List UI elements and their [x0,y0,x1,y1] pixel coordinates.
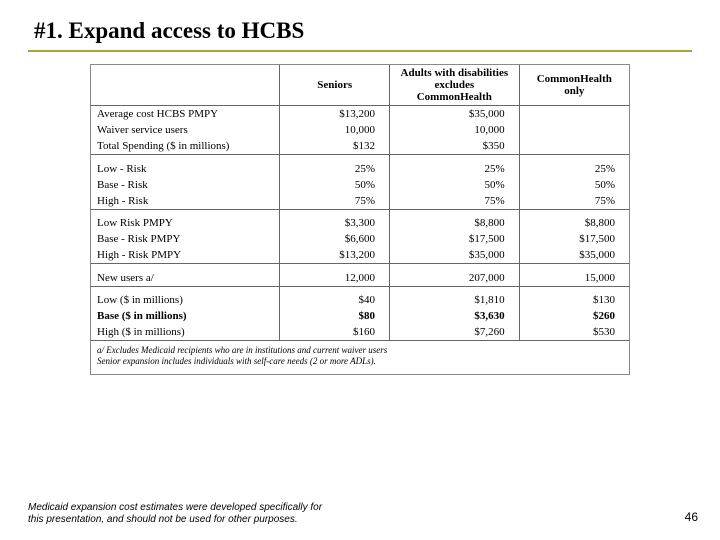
cell: $13,200 [280,106,390,123]
row-label: Total Spending ($ in millions) [91,138,280,155]
row-label: High ($ in millions) [91,324,280,341]
cell: $17,500 [519,231,629,247]
cell: 25% [519,161,629,177]
cell: 75% [519,193,629,210]
table-row: Base - Risk50%50%50% [91,177,629,193]
row-label: Waiver service users [91,122,280,138]
table-row: High ($ in millions)$160$7,260$530 [91,324,629,341]
cell: 50% [519,177,629,193]
row-label: Low ($ in millions) [91,292,280,308]
row-label: High - Risk [91,193,280,210]
cell: $130 [519,292,629,308]
data-table-container: Seniors Adults with disabilities exclude… [90,64,630,375]
row-label: Base ($ in millions) [91,308,280,324]
table-row: High - Risk75%75%75% [91,193,629,210]
cell: $8,800 [390,215,520,231]
table-row: Base - Risk PMPY$6,600$17,500$17,500 [91,231,629,247]
header-row: Seniors Adults with disabilities exclude… [91,65,629,106]
footnote-text: a/ Excludes Medicaid recipients who are … [91,341,629,374]
row-label: High - Risk PMPY [91,247,280,264]
table-row: Low - Risk25%25%25% [91,161,629,177]
row-label: Base - Risk PMPY [91,231,280,247]
cell: $1,810 [390,292,520,308]
table-row: Base ($ in millions)$80$3,630$260 [91,308,629,324]
cell: $13,200 [280,247,390,264]
cell: $80 [280,308,390,324]
cell: $350 [390,138,520,155]
cell: 50% [280,177,390,193]
cell: $3,300 [280,215,390,231]
cell: $8,800 [519,215,629,231]
cell: 25% [280,161,390,177]
cell: $160 [280,324,390,341]
cell: $3,630 [390,308,520,324]
row-label: Base - Risk [91,177,280,193]
cell: $530 [519,324,629,341]
data-table: Seniors Adults with disabilities exclude… [91,65,629,374]
header-col-2: Adults with disabilities excludes Common… [390,65,520,106]
cell: $40 [280,292,390,308]
cell: 10,000 [390,122,520,138]
cell: $260 [519,308,629,324]
table-row: Total Spending ($ in millions)$132$350 [91,138,629,155]
cell: $6,600 [280,231,390,247]
cell: $35,000 [519,247,629,264]
table-row: Low Risk PMPY$3,300$8,800$8,800 [91,215,629,231]
cell: 12,000 [280,270,390,287]
title-rule: #1. Expand access to HCBS [28,18,692,52]
table-body: Average cost HCBS PMPY$13,200$35,000Waiv… [91,106,629,374]
header-col-1: Seniors [280,65,390,106]
cell: $35,000 [390,247,520,264]
disclaimer-text: Medicaid expansion cost estimates were d… [28,502,328,526]
row-label: New users a/ [91,270,280,287]
cell: $17,500 [390,231,520,247]
footnote-row: a/ Excludes Medicaid recipients who are … [91,341,629,374]
table-row: Waiver service users10,00010,000 [91,122,629,138]
cell: 25% [390,161,520,177]
cell: 15,000 [519,270,629,287]
page-number: 46 [685,510,698,524]
cell: 50% [390,177,520,193]
table-row: New users a/12,000207,00015,000 [91,270,629,287]
cell: 10,000 [280,122,390,138]
table-row: Average cost HCBS PMPY$13,200$35,000 [91,106,629,123]
row-label: Low - Risk [91,161,280,177]
row-label: Average cost HCBS PMPY [91,106,280,123]
header-col-3: CommonHealth only [519,65,629,106]
cell: $7,260 [390,324,520,341]
cell: $132 [280,138,390,155]
cell [519,138,629,155]
cell [519,122,629,138]
cell: $35,000 [390,106,520,123]
table-row: High - Risk PMPY$13,200$35,000$35,000 [91,247,629,264]
slide-title: #1. Expand access to HCBS [28,18,692,44]
cell [519,106,629,123]
cell: 75% [390,193,520,210]
header-blank [91,65,280,106]
cell: 207,000 [390,270,520,287]
cell: 75% [280,193,390,210]
row-label: Low Risk PMPY [91,215,280,231]
table-row: Low ($ in millions)$40$1,810$130 [91,292,629,308]
